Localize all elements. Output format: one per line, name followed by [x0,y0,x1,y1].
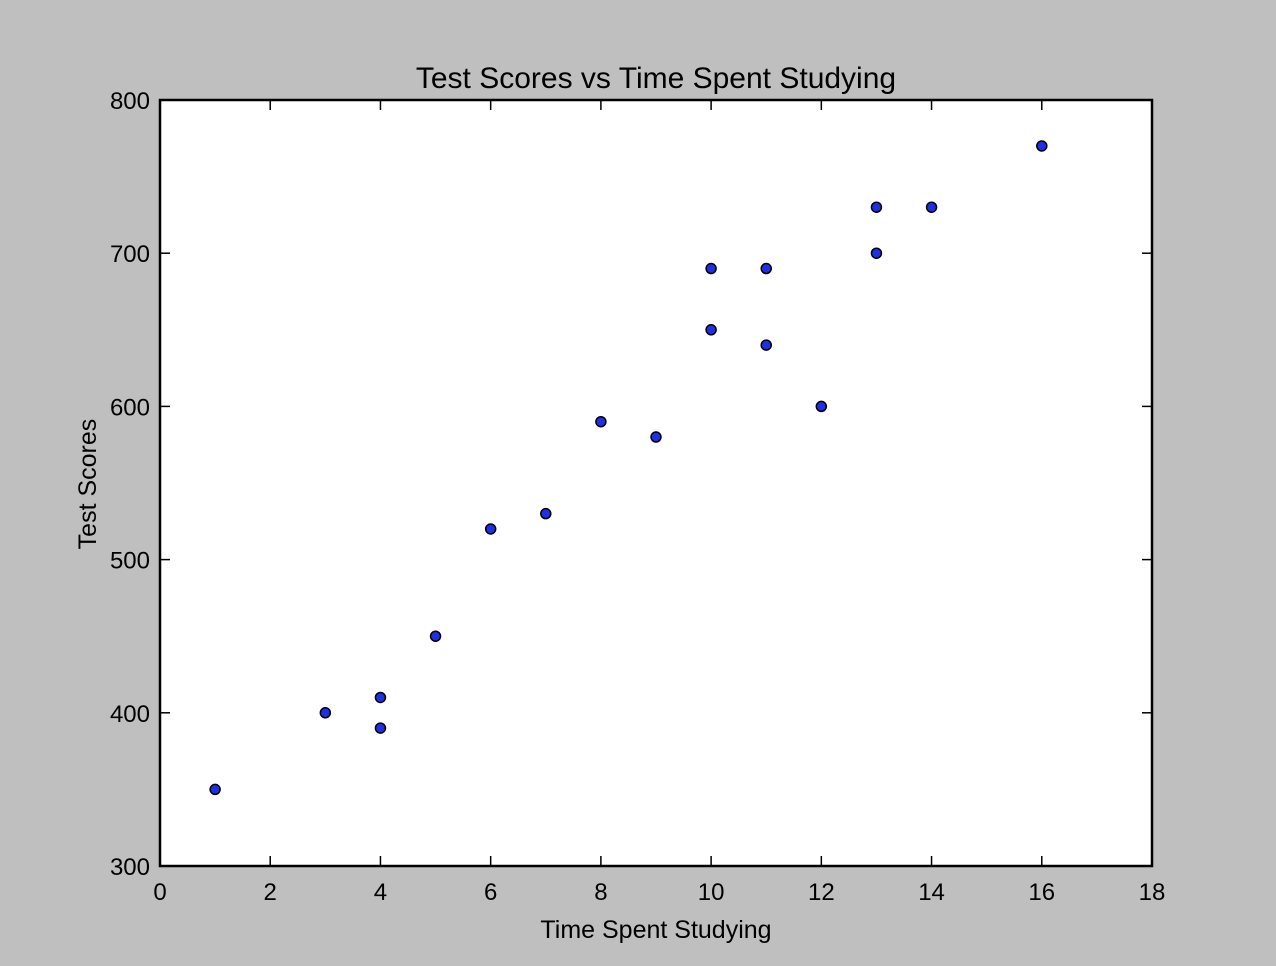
data-point [374,722,387,734]
data-points [209,140,1048,796]
data-point [484,523,497,535]
data-point [870,201,883,213]
data-point [705,262,717,275]
data-point [1036,140,1048,152]
y-axis-label: Test Scores [74,419,102,550]
y-tick-label: 600 [110,394,150,421]
x-tick-label: 14 [918,879,945,906]
y-tick-label: 500 [110,548,150,575]
data-point [705,324,717,336]
y-tick-label: 800 [110,88,150,115]
x-tick-label: 16 [1028,879,1055,906]
plot-frame [158,98,1154,868]
x-tick-label: 12 [808,879,835,906]
x-tick-label: 10 [698,879,725,906]
y-tick-label: 700 [110,241,150,268]
plot-area [160,100,1152,866]
x-tick-label: 4 [374,879,387,906]
data-point [319,707,332,719]
x-axis-label: Time Spent Studying [540,916,771,944]
x-tick-label: 18 [1139,879,1166,906]
y-tick-label: 300 [110,854,150,881]
data-point [760,339,772,351]
data-point [540,507,552,520]
x-tick-label: 0 [153,879,166,906]
data-point [429,630,442,642]
data-point [925,201,938,213]
data-point [870,247,883,259]
data-point [374,691,387,704]
data-point [760,262,772,275]
data-point [815,400,828,413]
data-point [209,783,221,796]
data-point [650,431,662,443]
x-tick-label: 2 [264,879,277,906]
tick-labels: 0 2 4 6 8 10 12 14 16 18 300 400 500 600 700 800 [110,88,1165,906]
x-tick-label: 8 [594,879,607,906]
y-tick-label: 400 [110,701,150,728]
data-point [595,415,607,428]
chart-title: Test Scores vs Time Spent Studying [416,62,896,95]
x-tick-label: 6 [484,879,497,906]
